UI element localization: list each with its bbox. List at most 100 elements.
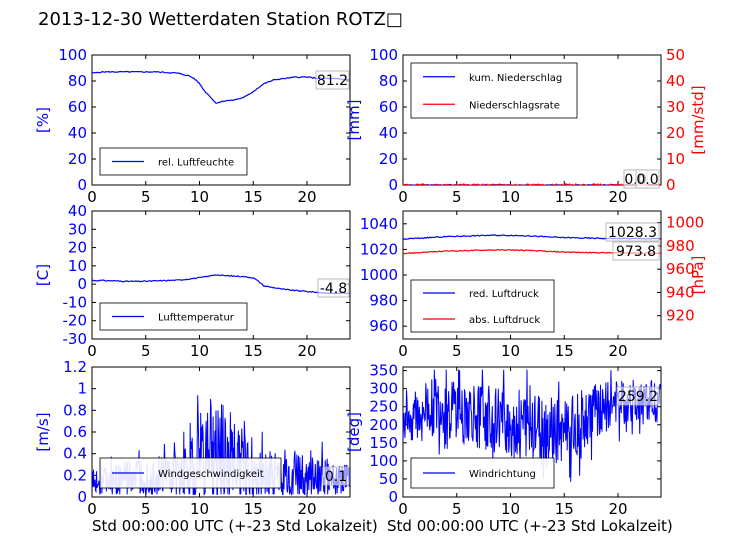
humidity-y-tick-label: 60 bbox=[68, 98, 87, 116]
wind_dir-y-tick-label: 0 bbox=[388, 488, 398, 506]
pressure-x-tick-label: 20 bbox=[608, 342, 627, 360]
wind_speed-y-axis-label: [m/s] bbox=[34, 412, 52, 451]
pressure-y2-tick-label: 920 bbox=[666, 307, 695, 325]
pressure-y2-tick-label: 980 bbox=[666, 237, 695, 255]
temperature-y-tick-label: -10 bbox=[63, 293, 88, 311]
temperature-y-tick-label: -30 bbox=[63, 330, 88, 348]
pressure-x-tick-label: 0 bbox=[398, 342, 408, 360]
temperature-annotation-0: -4.8 bbox=[320, 281, 347, 297]
precip-y2-tick-label: 0 bbox=[666, 176, 676, 194]
temperature-annotation-box-0 bbox=[317, 278, 350, 298]
temperature-x-tick-label: 15 bbox=[244, 342, 263, 360]
wind_dir-x-tick-label: 20 bbox=[608, 500, 627, 518]
pressure-legend-box bbox=[410, 279, 555, 333]
precip-y2-tick-label: 30 bbox=[666, 98, 685, 116]
temperature-y-tick-label: 40 bbox=[68, 202, 87, 220]
wind_speed-y-tick-label: 0.8 bbox=[63, 401, 87, 419]
temperature-y-tick-label: 0 bbox=[77, 275, 87, 293]
precip-x-tick-label: 20 bbox=[608, 188, 627, 206]
wind_speed-y-tick-label: 0.2 bbox=[63, 466, 87, 484]
wind_speed-y-tick-label: 0.4 bbox=[63, 445, 87, 463]
pressure-x-tick-label: 5 bbox=[452, 342, 462, 360]
wind_dir-x-tick-label: 5 bbox=[452, 500, 462, 518]
precip-y-tick-label: 100 bbox=[369, 46, 398, 64]
x-axis-label-right: Std 00:00:00 UTC (+-23 Std Lokalzeit) bbox=[387, 517, 673, 535]
precip-y-tick-label: 0 bbox=[388, 176, 398, 194]
temperature-legend-label-0: Lufttemperatur bbox=[158, 313, 235, 324]
humidity-y-axis-label: [%] bbox=[34, 107, 52, 133]
wind_speed-x-tick-label: 0 bbox=[87, 500, 97, 518]
temperature-x-tick-label: 0 bbox=[87, 342, 97, 360]
temperature-x-tick-label: 20 bbox=[297, 342, 316, 360]
humidity-annotation-box-0 bbox=[315, 70, 350, 90]
precip-y2-tick-label: 10 bbox=[666, 150, 685, 168]
wind_dir-legend-label-0: Windrichtung bbox=[469, 469, 536, 480]
precip-y2-axis-label: [mm/std] bbox=[689, 85, 707, 154]
precip-series-line-1 bbox=[403, 182, 661, 185]
humidity-legend-label-0: rel. Luftfeuchte bbox=[158, 158, 234, 169]
wind_dir-annotation-box-0 bbox=[616, 386, 660, 406]
precip-y2-tick-label: 40 bbox=[666, 72, 685, 90]
temperature-y-axis-label: [C] bbox=[34, 264, 52, 286]
precip-annotation-1: 0.0 bbox=[636, 172, 658, 188]
temperature-x-tick-label: 5 bbox=[141, 342, 151, 360]
wind_dir-y-tick-label: 200 bbox=[369, 416, 398, 434]
precip-y-tick-label: 40 bbox=[379, 124, 398, 142]
wind_speed-legend-label-0: Windgeschwindigkeit bbox=[158, 469, 264, 480]
figure-title: 2013-12-30 Wetterdaten Station ROTZ□ bbox=[38, 9, 403, 30]
temperature-y-tick-label: 20 bbox=[68, 239, 87, 257]
pressure-y-tick-label: 960 bbox=[369, 317, 398, 335]
precip-legend-label-0: kum. Niederschlag bbox=[469, 73, 562, 84]
wind_speed-annotation-0: 0.1 bbox=[325, 469, 347, 485]
pressure-y-tick-label: 1000 bbox=[360, 266, 398, 284]
humidity-annotation-0: 81.2 bbox=[317, 73, 348, 89]
wind_dir-y-tick-label: 250 bbox=[369, 398, 398, 416]
humidity-y-tick-label: 40 bbox=[68, 124, 87, 142]
pressure-y2-tick-label: 940 bbox=[666, 283, 695, 301]
humidity-y-tick-label: 20 bbox=[68, 150, 87, 168]
precip-x-tick-label: 5 bbox=[452, 188, 462, 206]
precip-y-tick-label: 80 bbox=[379, 72, 398, 90]
wind_speed-x-tick-label: 20 bbox=[297, 500, 316, 518]
humidity-series-line-0 bbox=[92, 70, 350, 104]
wind_dir-y-axis-label: [deg] bbox=[345, 412, 363, 452]
wind_dir-y-tick-label: 100 bbox=[369, 452, 398, 470]
wind_dir-annotation-0: 259.2 bbox=[618, 389, 658, 405]
temperature-x-tick-label: 10 bbox=[190, 342, 209, 360]
humidity-x-tick-label: 15 bbox=[244, 188, 263, 206]
humidity-x-tick-label: 5 bbox=[141, 188, 151, 206]
wind_speed-annotation-box-0 bbox=[322, 466, 350, 486]
precip-y2-tick-label: 20 bbox=[666, 124, 685, 142]
precip-y-tick-label: 20 bbox=[379, 150, 398, 168]
precip-x-tick-label: 10 bbox=[501, 188, 520, 206]
temperature-series-line-0 bbox=[92, 274, 350, 295]
x-axis-label-left: Std 00:00:00 UTC (+-23 Std Lokalzeit) bbox=[92, 517, 378, 535]
humidity-x-tick-label: 10 bbox=[190, 188, 209, 206]
pressure-legend-label-1: abs. Luftdruck bbox=[469, 315, 540, 326]
pressure-x-tick-label: 10 bbox=[501, 342, 520, 360]
wind_dir-x-tick-label: 0 bbox=[398, 500, 408, 518]
wind_speed-y-tick-label: 1.2 bbox=[63, 358, 87, 376]
wind_speed-x-tick-label: 10 bbox=[190, 500, 209, 518]
pressure-y2-axis-label: [hPa] bbox=[689, 256, 707, 295]
precip-y2-tick-label: 50 bbox=[666, 46, 685, 64]
pressure-y-tick-label: 1040 bbox=[360, 215, 398, 233]
humidity-y-tick-label: 80 bbox=[68, 72, 87, 90]
wind_speed-y-tick-label: 0.6 bbox=[63, 423, 87, 441]
precip-y-axis-label: [mm] bbox=[345, 100, 363, 141]
precip-x-tick-label: 0 bbox=[398, 188, 408, 206]
precip-x-tick-label: 15 bbox=[555, 188, 574, 206]
pressure-annotation-box-0 bbox=[605, 222, 660, 242]
pressure-x-tick-label: 15 bbox=[555, 342, 574, 360]
pressure-y2-tick-label: 960 bbox=[666, 260, 695, 278]
wind_dir-y-tick-label: 50 bbox=[379, 470, 398, 488]
humidity-y-tick-label: 100 bbox=[58, 46, 87, 64]
pressure-annotation-box-1 bbox=[612, 241, 660, 261]
wind_dir-y-tick-label: 350 bbox=[369, 362, 398, 380]
temperature-y-tick-label: -20 bbox=[63, 312, 88, 330]
precip-y-tick-label: 60 bbox=[379, 98, 398, 116]
precip-legend-box bbox=[410, 62, 578, 119]
precip-legend-label-1: Niederschlagsrate bbox=[469, 100, 560, 111]
wind_dir-y-tick-label: 300 bbox=[369, 380, 398, 398]
